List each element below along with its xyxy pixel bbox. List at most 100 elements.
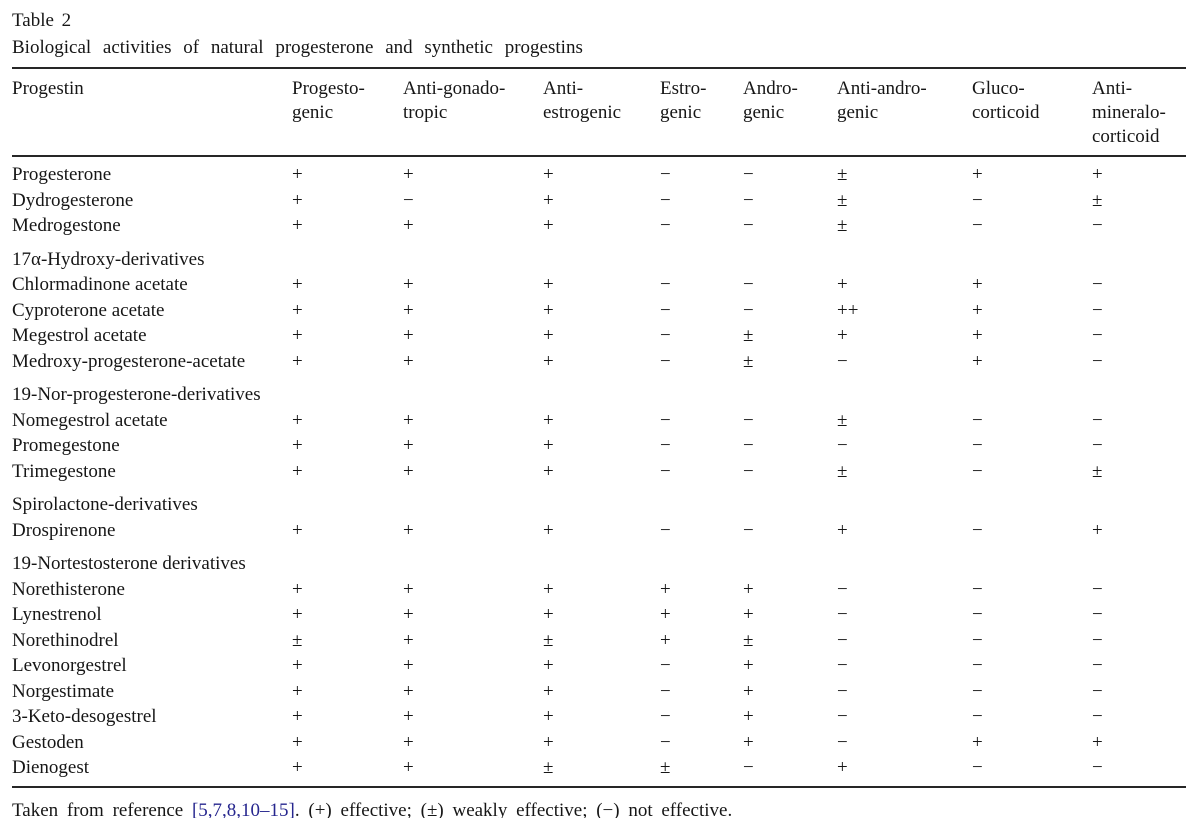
activity-value: + [837,274,848,295]
activity-value: + [292,435,303,456]
activity-value: − [660,215,671,236]
table-row: 3-Keto-desogestrel + + + − + − − − [12,704,1186,730]
activity-value: + [543,435,554,456]
activity-value: + [660,604,671,625]
activity-value: + [292,680,303,702]
activity-value: − [972,409,983,431]
activity-value: − [743,274,754,295]
activity-value: ± [1092,189,1103,211]
activity-value: − [660,299,671,321]
progestin-name: Lynestrenol [12,604,102,625]
activity-value: + [403,755,543,788]
activity-value: + [403,604,414,625]
table-row: Drospirenone + + + − − + − + [12,518,1186,544]
activity-value: + [972,274,983,295]
activity-value: ± [1092,460,1103,482]
progestin-name: Medrogestone [12,215,121,236]
activity-value: − [972,519,983,541]
progestin-name: 3-Keto-desogestrel [12,706,157,727]
activity-value: − [743,460,754,482]
reference-link[interactable]: [5,7,8,10–15] [191,799,295,818]
activity-value: − [743,409,754,431]
column-header-3: Anti- estrogenic [543,68,660,157]
activity-value: − [743,435,754,456]
activity-value: + [403,164,414,185]
activity-value: − [1092,274,1103,295]
activity-value: − [660,731,671,753]
progestin-name: Dienogest [12,755,292,788]
activity-value: ± [837,460,848,482]
activity-value: − [837,350,848,372]
activity-value: − [1092,215,1103,236]
activity-value: + [743,655,754,676]
activity-value: + [292,215,303,236]
table-row: Norethisterone + + + + + − − − [12,577,1186,603]
activity-value: + [837,755,972,788]
activity-value: − [837,629,848,651]
activity-value: − [1092,578,1103,600]
activity-value: + [292,325,303,346]
activity-value: + [403,435,414,456]
table-row: Norgestimate + + + − + − − − [12,679,1186,705]
table-row: Cyproterone acetate + + + − − ++ + − [12,298,1186,324]
table-row: Gestoden + + + − + − + + [12,730,1186,756]
section-row: 19-Nor-progesterone-derivatives [12,374,1186,408]
activity-value: + [543,578,554,600]
activity-value: + [403,409,414,431]
activity-value: − [972,435,983,456]
table-caption: Biological activities of natural progest… [12,37,583,58]
activity-value: + [403,215,414,236]
activity-value: − [1092,604,1103,625]
table-row: Lynestrenol + + + + + − − − [12,602,1186,628]
column-header-1: Progesto- genic [292,68,403,157]
activity-value: ± [743,325,754,346]
section-label: Spirolactone-derivatives [12,494,198,515]
progestin-name: Megestrol acetate [12,325,147,346]
progestin-name: Norethinodrel [12,629,119,651]
activity-value: ± [543,629,554,651]
activity-value: − [660,274,671,295]
section-label: 17α-Hydroxy-derivatives [12,248,205,270]
activity-value: − [972,755,1092,788]
activity-value: ± [743,350,754,372]
activity-value: + [292,655,303,676]
activity-value: − [972,215,983,236]
column-header-8: Anti- mineralo- corticoid [1092,68,1186,157]
progestin-name: Progesterone [12,164,112,185]
activity-value: − [660,435,671,456]
activity-value: + [292,164,303,185]
activity-value: − [972,655,983,676]
activity-value: − [743,299,754,321]
section-row: 17α-Hydroxy-derivatives [12,239,1186,273]
activity-value: − [1092,655,1103,676]
progestin-activity-table: Progestin Progesto- genic Anti-gonado- tro… [12,67,1186,788]
activity-value: + [403,519,414,541]
activity-value: − [837,578,848,600]
activity-value: ± [743,629,754,651]
activity-value: − [1092,350,1103,372]
section-row: 19-Nortestosterone derivatives [12,543,1186,577]
activity-value: + [1092,731,1103,753]
activity-value: − [660,325,671,346]
activity-value: + [403,274,414,295]
header-row: Progestin Progesto- genic Anti-gonado- tro… [12,68,1186,157]
activity-value: + [292,604,303,625]
table-row: Chlormadinone acetate + + + − − + + − [12,272,1186,298]
activity-value: + [543,655,554,676]
activity-value: − [972,460,983,482]
activity-value: − [743,755,837,788]
activity-value: + [403,731,414,753]
activity-value: + [543,409,554,431]
activity-value: − [1092,409,1103,431]
activity-value: − [660,706,671,727]
activity-value: − [837,604,848,625]
activity-value: − [837,706,848,727]
activity-value: ± [660,755,743,788]
activity-value: + [543,460,554,482]
activity-value: + [743,604,754,625]
activity-value: + [972,731,983,753]
activity-value: ++ [837,299,859,321]
activity-value: − [837,731,848,753]
activity-value: + [403,460,414,482]
